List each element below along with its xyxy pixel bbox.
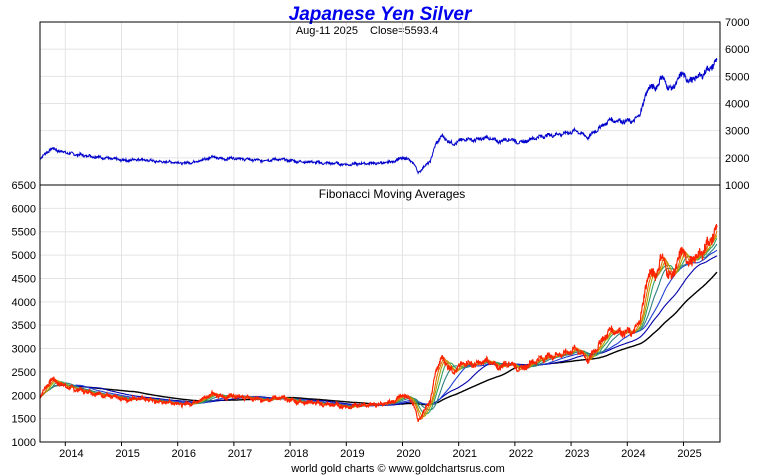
top-price-line — [39, 58, 718, 175]
x-axis-ticks: 2014 2015 2016 2017 2018 2019 2020 2021 2022 2023… — [59, 442, 702, 460]
top-y-tick-2000: 2000 — [725, 153, 749, 165]
bottom-y-tick-6000: 6000 — [12, 203, 36, 215]
x-tick-2014: 2014 — [59, 448, 83, 460]
bottom-y-tick-4500: 4500 — [12, 273, 36, 285]
bottom-y-tick-6500: 6500 — [12, 180, 36, 192]
top-y-tick-4000: 4000 — [725, 99, 749, 111]
chart-subtitle-close: Close=5593.4 — [370, 25, 438, 37]
x-tick-2023: 2023 — [565, 448, 589, 460]
x-tick-2025: 2025 — [677, 448, 701, 460]
x-tick-2021: 2021 — [453, 448, 477, 460]
x-tick-2019: 2019 — [340, 448, 364, 460]
price-series-group — [39, 58, 718, 175]
x-tick-2016: 2016 — [172, 448, 196, 460]
top-y-tick-1000: 1000 — [725, 180, 749, 192]
fibonacci-panel-title: Fibonacci Moving Averages — [319, 187, 466, 201]
bottom-y-tick-3000: 3000 — [12, 344, 36, 356]
bottom-y-tick-1000: 1000 — [12, 437, 36, 449]
bottom-y-tick-5500: 5500 — [12, 227, 36, 239]
fib-series-price-overlay — [39, 223, 718, 423]
top-y-axis-ticks: 1000 2000 3000 4000 5000 6000 7000 — [725, 17, 749, 192]
moving-average-series-group — [39, 223, 718, 423]
x-tick-2024: 2024 — [621, 448, 645, 460]
top-y-tick-3000: 3000 — [725, 126, 749, 138]
x-tick-2018: 2018 — [284, 448, 308, 460]
top-y-tick-7000: 7000 — [725, 17, 749, 29]
bottom-y-tick-5000: 5000 — [12, 250, 36, 262]
top-y-tick-6000: 6000 — [725, 44, 749, 56]
x-tick-2017: 2017 — [228, 448, 252, 460]
bottom-y-tick-1500: 1500 — [12, 414, 36, 426]
x-tick-2022: 2022 — [509, 448, 533, 460]
bottom-panel-frame — [39, 184, 721, 443]
chart-credit: world gold charts © www.goldchartsrus.co… — [290, 463, 505, 475]
bottom-y-tick-3500: 3500 — [12, 320, 36, 332]
chart-title: Japanese Yen Silver — [289, 4, 473, 25]
bottom-y-tick-2500: 2500 — [12, 367, 36, 379]
x-tick-2015: 2015 — [115, 448, 139, 460]
chart-subtitle-date: Aug-11 2025 — [296, 25, 358, 37]
bottom-y-tick-2000: 2000 — [12, 390, 36, 402]
bottom-y-tick-4000: 4000 — [12, 297, 36, 309]
x-tick-2020: 2020 — [396, 448, 420, 460]
top-y-tick-5000: 5000 — [725, 71, 749, 83]
bottom-y-axis-ticks: 1000 1500 2000 2500 3000 3500 4000 4500 5000 5500… — [12, 180, 36, 449]
